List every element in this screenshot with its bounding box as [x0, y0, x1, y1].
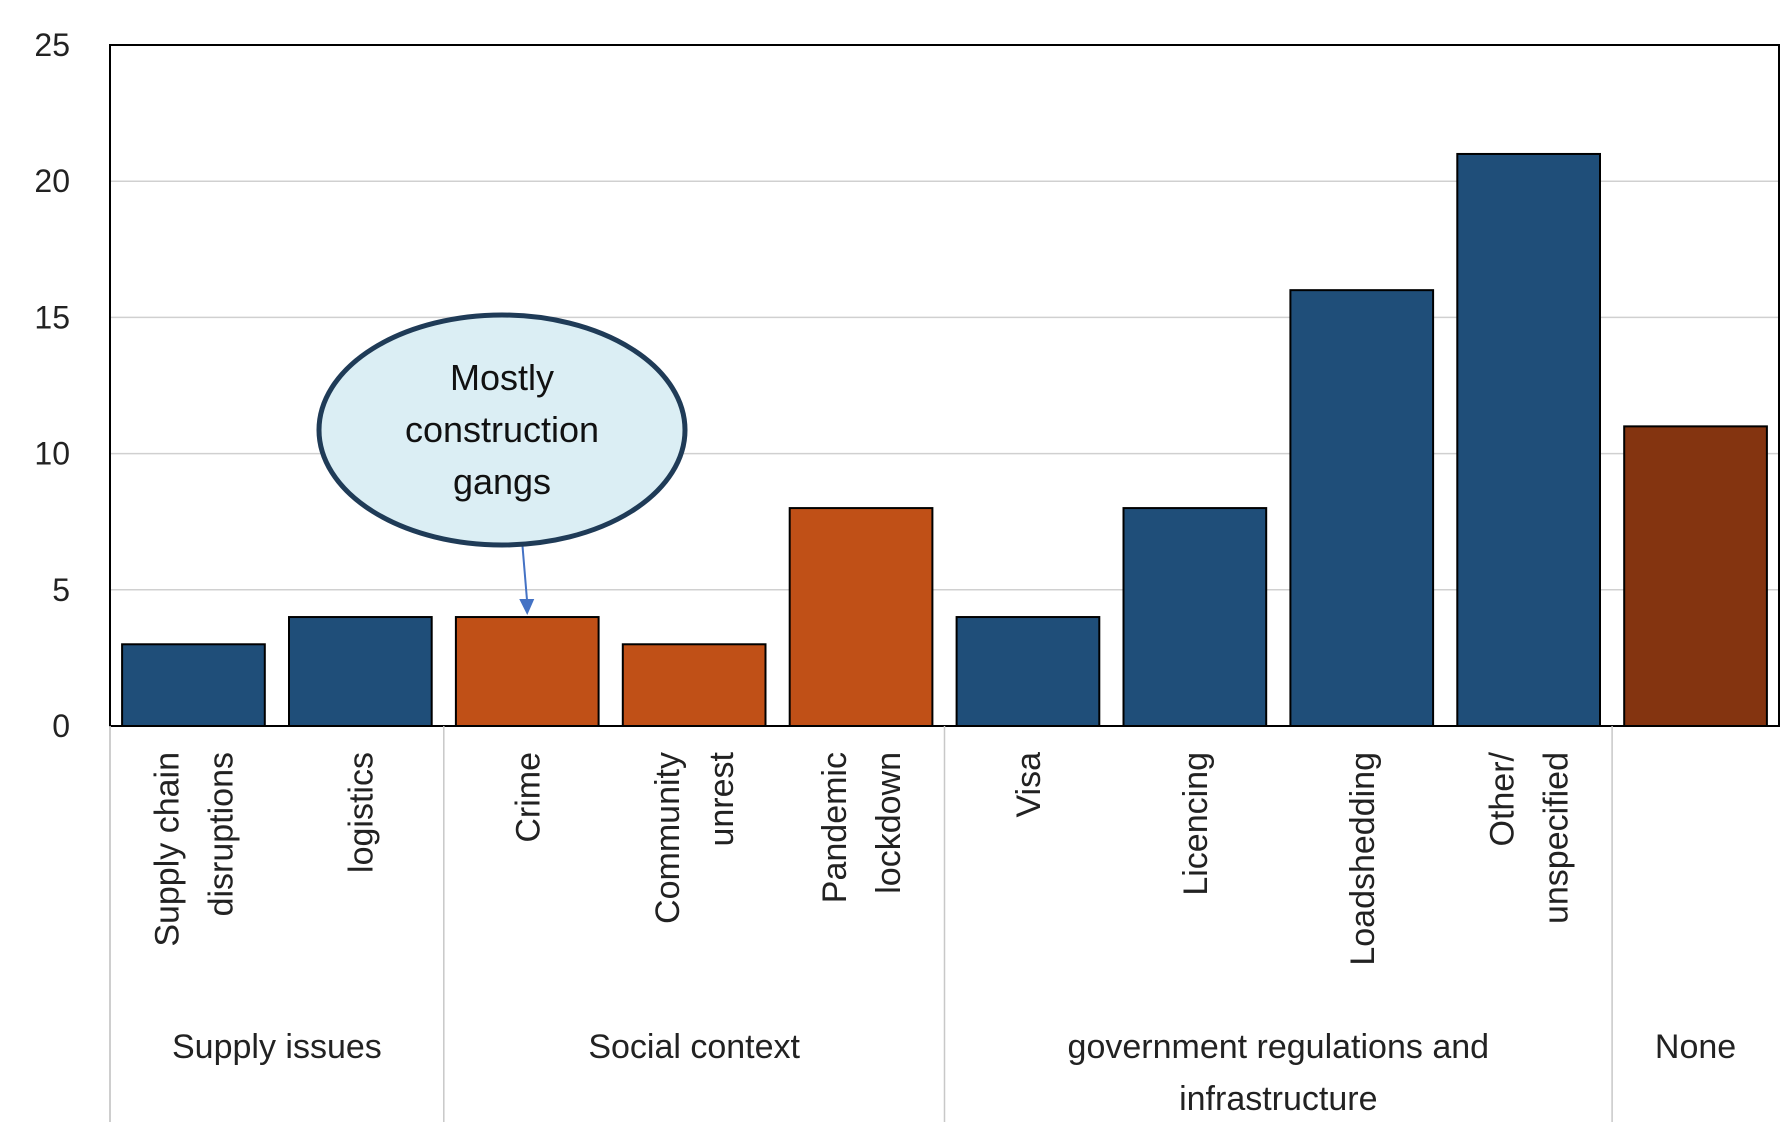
bar [1122, 507, 1268, 727]
group-label: Supply issues [172, 1028, 382, 1066]
category-label: Community [649, 752, 687, 924]
callout-text: Mostly [450, 357, 554, 398]
y-tick-label: 5 [52, 572, 70, 608]
y-tick-label: 0 [52, 708, 70, 744]
y-tick-label: 10 [34, 436, 70, 472]
group-label: Social context [588, 1028, 800, 1066]
category-label: Visa [1010, 752, 1048, 818]
category-label: lockdown [870, 752, 908, 894]
category-label: unspecified [1538, 752, 1576, 924]
category-label: Supply chain [148, 752, 186, 947]
y-tick-label: 15 [34, 299, 70, 335]
category-labels: Supply chain disruptions logistics Crime Com… [148, 751, 1575, 965]
category-label: Crime [509, 752, 547, 843]
callout-text: construction [405, 409, 599, 450]
bar [454, 616, 600, 727]
group-label: government regulations and [1068, 1028, 1490, 1066]
bars [121, 152, 1768, 728]
category-label: unrest [703, 751, 741, 846]
bar [288, 616, 433, 727]
y-tick-label: 20 [34, 163, 70, 199]
category-label: Loadshedding [1344, 752, 1382, 966]
callout-bubble [316, 312, 688, 548]
y-tick-label: 25 [34, 27, 70, 63]
bar [121, 643, 266, 728]
group-label: None [1655, 1028, 1736, 1066]
callout-arrow-head [519, 599, 535, 616]
bar [955, 616, 1101, 727]
callout-annotation: Mostly construction gangs [316, 312, 688, 616]
bar [1623, 425, 1768, 727]
group-labels: Supply issues Social context government re… [172, 1028, 1736, 1118]
bar [1456, 152, 1601, 727]
bar [1289, 289, 1435, 727]
y-axis-tick-labels: 0 5 10 15 20 25 [34, 27, 70, 744]
category-label: logistics [342, 752, 380, 873]
x-axis [109, 725, 1779, 1122]
category-label: Pandemic [816, 752, 854, 903]
group-label: infrastructure [1179, 1080, 1377, 1118]
callout-text: gangs [453, 461, 551, 502]
category-label: Other/ [1484, 751, 1522, 846]
category-label: Licencing [1177, 752, 1215, 896]
bar [621, 643, 767, 728]
category-label: disruptions [202, 752, 240, 916]
bar [788, 507, 934, 727]
callout-arrow-line [521, 542, 529, 604]
